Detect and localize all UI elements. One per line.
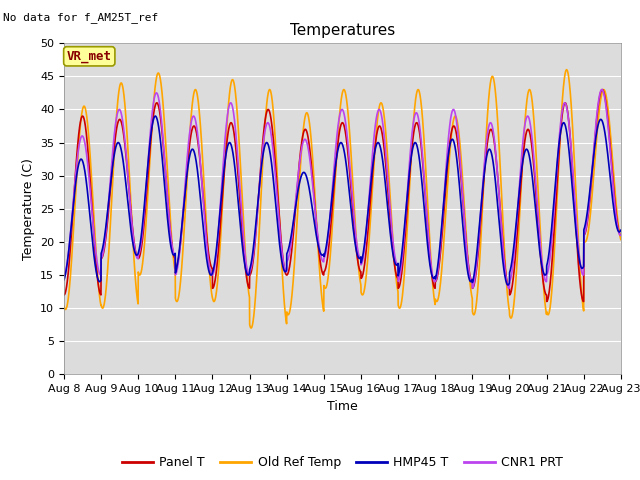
Panel T	[274, 191, 282, 196]
Panel T	[546, 283, 554, 289]
CNR1 PRT	[157, 109, 164, 115]
Old Ref Temp	[298, 143, 306, 149]
Legend: Panel T, Old Ref Temp, HMP45 T, CNR1 PRT: Panel T, Old Ref Temp, HMP45 T, CNR1 PRT	[117, 451, 568, 474]
Panel T	[606, 144, 614, 149]
Line: HMP45 T: HMP45 T	[64, 116, 621, 285]
Y-axis label: Temperature (C): Temperature (C)	[22, 158, 35, 260]
HMP45 T	[274, 223, 282, 229]
Line: Old Ref Temp: Old Ref Temp	[64, 70, 621, 328]
CNR1 PRT	[617, 232, 625, 238]
HMP45 T	[504, 282, 512, 288]
Old Ref Temp	[247, 325, 255, 331]
HMP45 T	[617, 228, 625, 233]
Line: CNR1 PRT: CNR1 PRT	[64, 90, 621, 288]
HMP45 T	[152, 113, 159, 119]
Panel T	[157, 115, 164, 121]
CNR1 PRT	[598, 87, 605, 93]
Panel T	[598, 87, 606, 93]
Text: No data for f_AM25T_ref: No data for f_AM25T_ref	[3, 12, 159, 23]
Old Ref Temp	[606, 128, 614, 134]
Old Ref Temp	[563, 67, 570, 72]
Old Ref Temp	[60, 303, 68, 309]
Panel T	[60, 292, 68, 298]
HMP45 T	[606, 175, 614, 180]
HMP45 T	[298, 172, 306, 178]
X-axis label: Time: Time	[327, 400, 358, 413]
Title: Temperatures: Temperatures	[290, 23, 395, 38]
Old Ref Temp	[617, 237, 625, 242]
CNR1 PRT	[606, 148, 614, 154]
Panel T	[617, 232, 625, 238]
Panel T	[580, 299, 588, 304]
Old Ref Temp	[157, 77, 164, 83]
HMP45 T	[547, 240, 554, 245]
CNR1 PRT	[546, 254, 554, 260]
HMP45 T	[124, 196, 131, 202]
CNR1 PRT	[124, 168, 131, 173]
CNR1 PRT	[505, 286, 513, 291]
Old Ref Temp	[274, 181, 282, 187]
HMP45 T	[60, 277, 68, 283]
Text: VR_met: VR_met	[67, 50, 112, 63]
Panel T	[124, 169, 131, 175]
Old Ref Temp	[546, 305, 554, 311]
Line: Panel T: Panel T	[64, 90, 621, 301]
Old Ref Temp	[124, 139, 131, 144]
CNR1 PRT	[298, 145, 305, 151]
CNR1 PRT	[60, 272, 68, 278]
Panel T	[298, 140, 305, 145]
HMP45 T	[157, 141, 164, 146]
CNR1 PRT	[274, 200, 282, 205]
